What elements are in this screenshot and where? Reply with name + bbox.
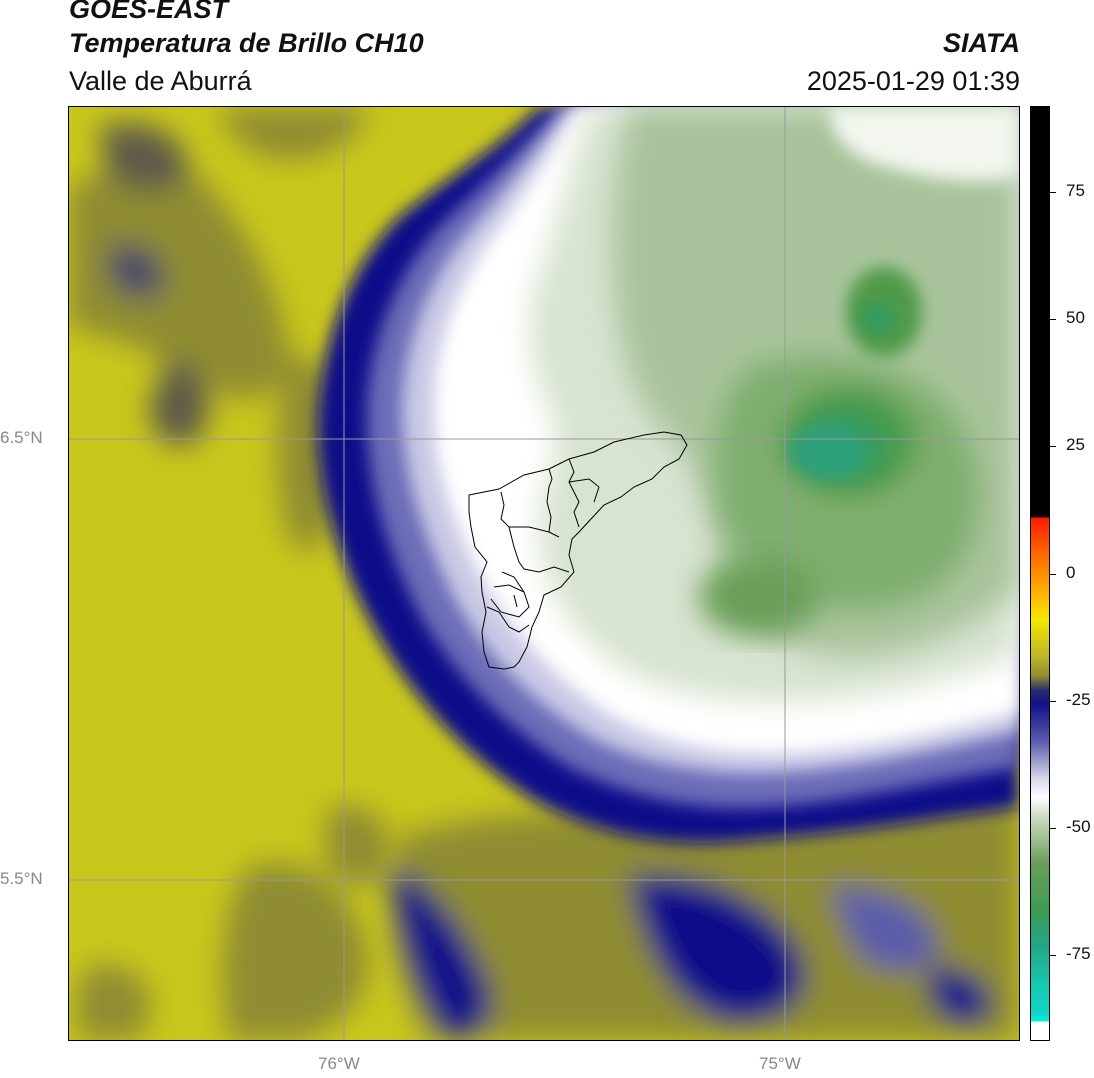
cloud-white-patch (829, 107, 1019, 182)
municipality-line-3 (568, 458, 580, 528)
agency-title: SIATA (943, 28, 1020, 58)
colorbar-tick (1050, 700, 1056, 702)
satellite-map[interactable] (68, 106, 1020, 1041)
south-cloud-field (389, 787, 1019, 1040)
lat-label-5-5n: 5.5°N (0, 869, 43, 888)
colorbar-tick-label: 50 (1066, 308, 1085, 328)
municipality-line-4 (568, 478, 600, 503)
colorbar-tick-label: 25 (1066, 435, 1085, 455)
municipality-line-7 (501, 571, 525, 593)
lon-label-76w: 76°W (318, 1054, 360, 1073)
municipality-line-8 (486, 606, 530, 633)
olive-patches (69, 107, 391, 1040)
datetime-label: 2025-01-29 01:39 (806, 66, 1020, 96)
municipality-line-2 (546, 468, 553, 533)
cold-core-south-center (789, 424, 869, 480)
colorbar-tick-label: -50 (1066, 816, 1091, 836)
colorbar-tick (1050, 954, 1056, 956)
municipality-line-5 (508, 526, 570, 573)
colorbar-tick (1050, 573, 1056, 575)
colorbar-tick-label: 75 (1066, 181, 1085, 201)
satellite-title: GOES-EAST (69, 0, 229, 24)
colorbar-tick (1050, 446, 1056, 448)
valle-outline (468, 431, 688, 670)
colorbar-tick (1050, 827, 1056, 829)
map-canvas (69, 107, 1019, 1040)
region-title: Valle de Aburrá (69, 66, 252, 96)
colorbar (1030, 106, 1050, 1041)
colorbar-tick-label: -25 (1066, 689, 1091, 709)
cold-core-north-center (861, 305, 893, 333)
lat-label-6-5n: 6.5°N (0, 428, 43, 447)
product-title: Temperatura de Brillo CH10 (69, 28, 424, 58)
colorbar-tick (1050, 319, 1056, 321)
municipality-line-6 (490, 584, 530, 618)
colorbar-tick-label: 0 (1066, 562, 1076, 582)
municipality-line-9 (513, 594, 518, 608)
graticule (69, 107, 1019, 1040)
municipal-boundaries (468, 431, 688, 670)
lon-label-75w: 75°W (759, 1054, 801, 1073)
colorbar-tick-label: -75 (1066, 943, 1091, 963)
green-lobe-south (699, 557, 819, 637)
colorbar-tick (1050, 192, 1056, 194)
